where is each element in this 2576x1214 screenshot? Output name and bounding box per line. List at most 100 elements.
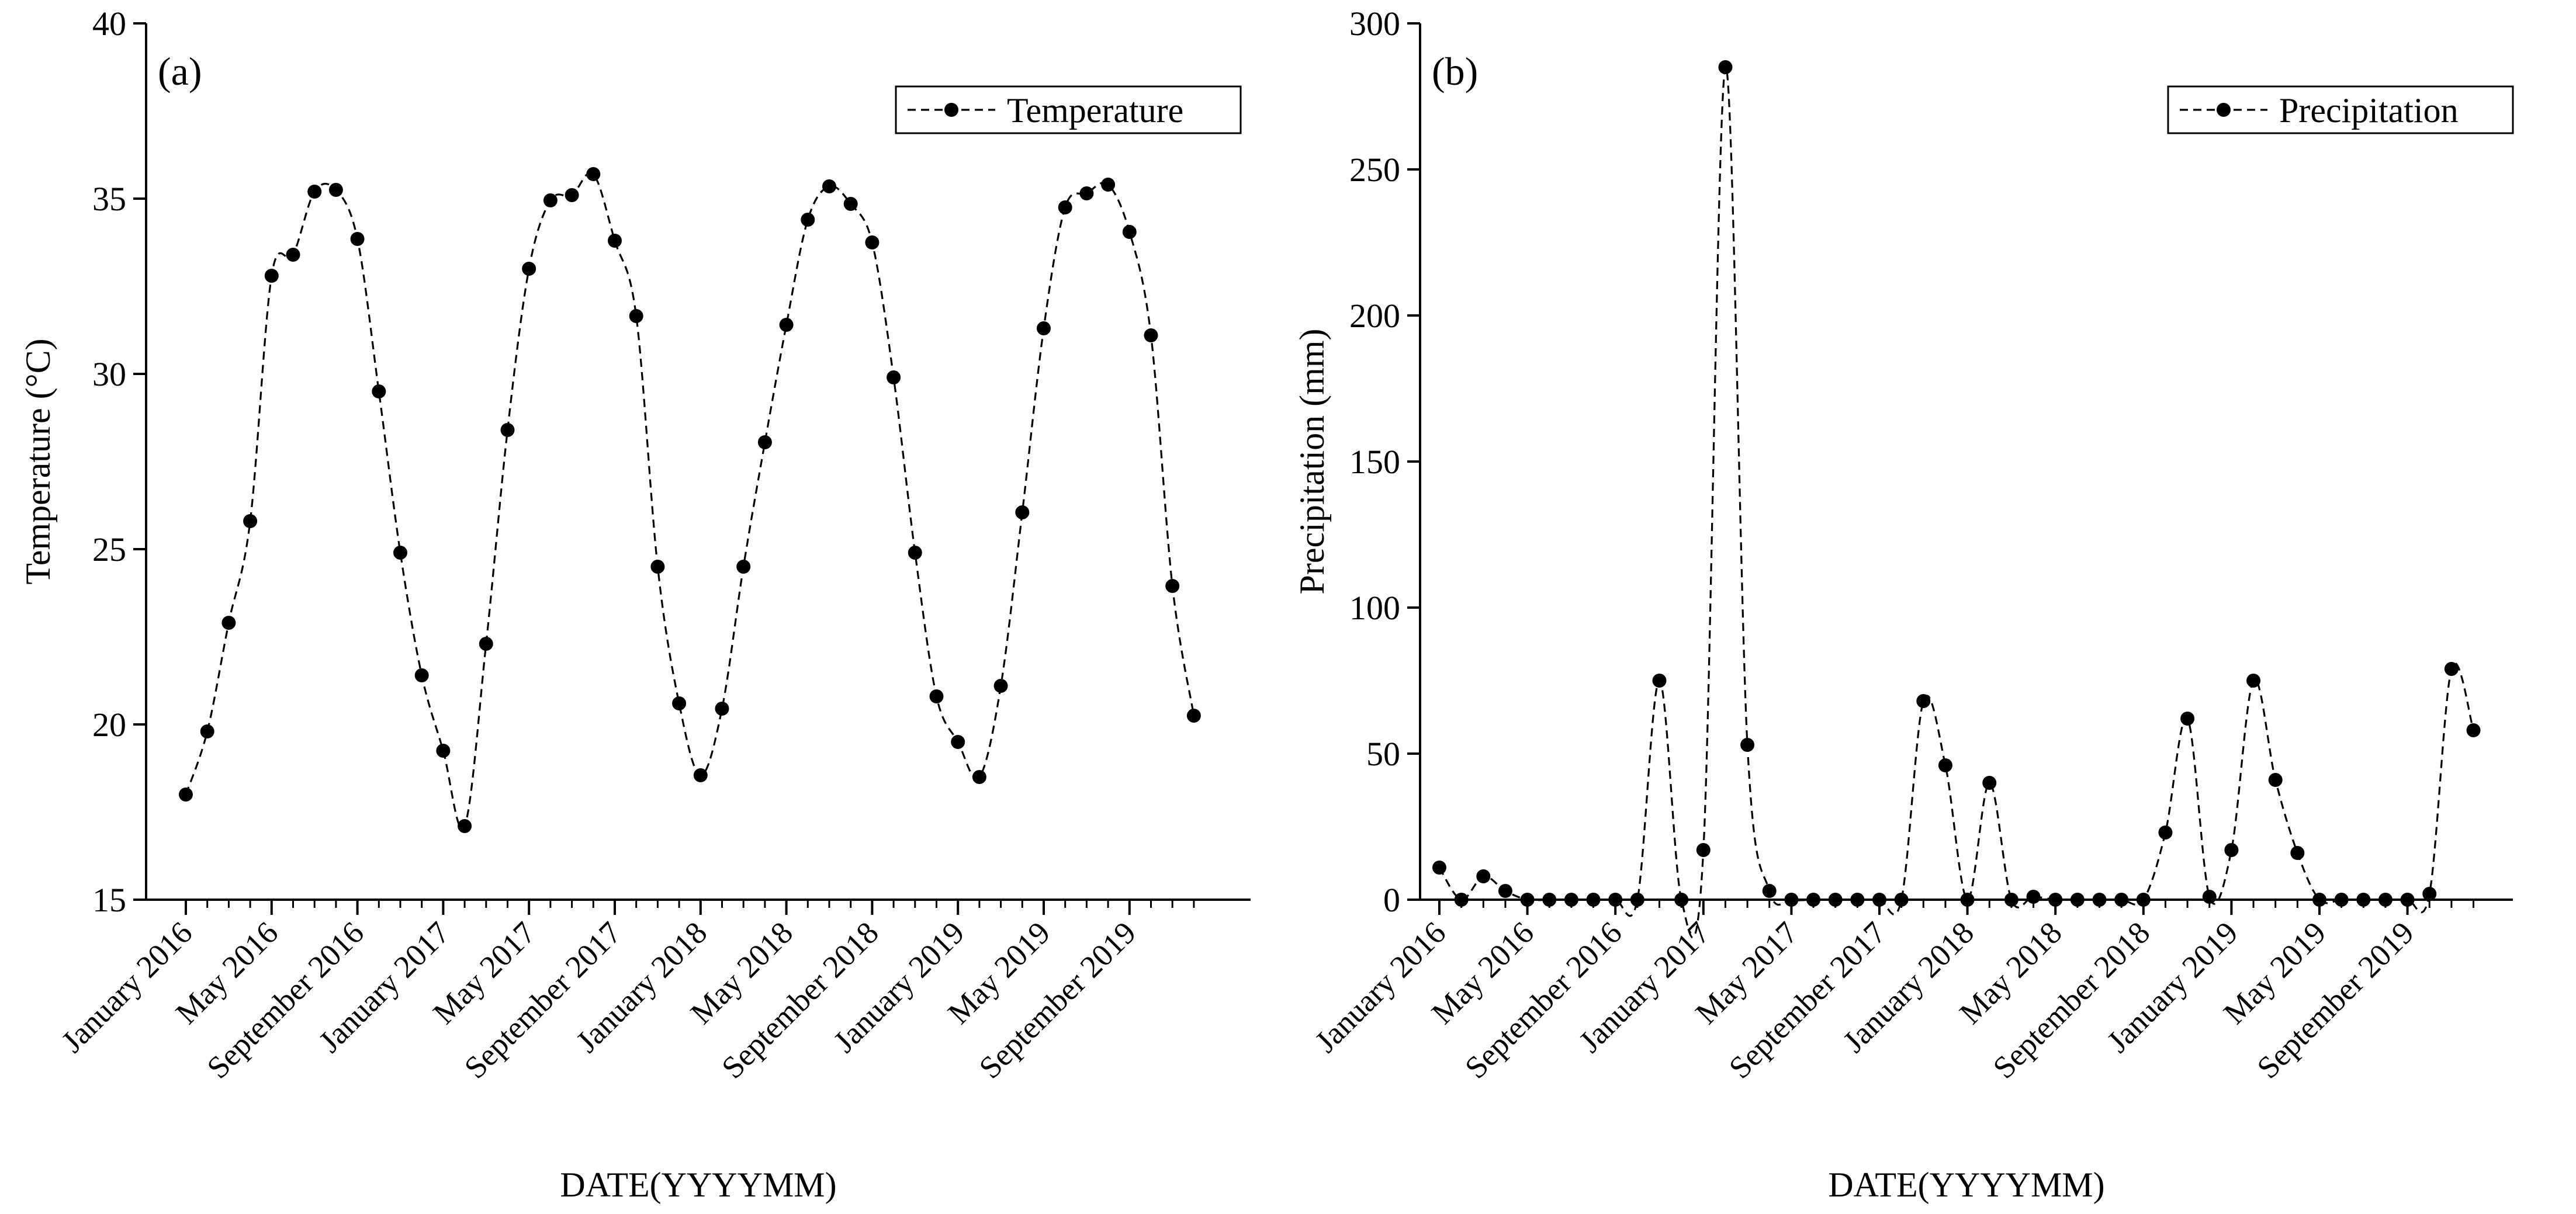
data-point <box>1122 225 1137 239</box>
legend-marker <box>944 103 958 117</box>
data-point <box>1938 758 1952 772</box>
x-tick-label: September 2016 <box>1458 915 1629 1085</box>
data-point <box>328 183 343 197</box>
data-point <box>286 248 300 262</box>
data-point <box>2136 893 2151 907</box>
data-point <box>436 744 451 758</box>
y-tick-label: 150 <box>1349 443 1400 481</box>
data-point <box>801 213 815 227</box>
data-point <box>608 234 622 248</box>
data-point <box>1762 884 1777 898</box>
data-point <box>2048 893 2063 907</box>
data-point <box>243 514 258 528</box>
data-point <box>1144 328 1158 342</box>
data-point <box>1037 321 1051 335</box>
data-point <box>951 735 965 749</box>
y-tick-label: 20 <box>92 706 126 744</box>
data-point <box>179 788 193 802</box>
x-tick-label: September 2017 <box>1722 915 1893 1085</box>
data-point <box>865 235 880 249</box>
data-point <box>650 560 665 574</box>
y-tick-label: 200 <box>1349 297 1400 335</box>
data-point <box>1079 186 1094 200</box>
data-point <box>1630 893 1644 907</box>
panel-label: (a) <box>158 49 202 93</box>
data-point <box>2180 712 2195 726</box>
data-point <box>543 193 558 207</box>
x-tick-label: September 2017 <box>458 915 628 1085</box>
data-point <box>908 546 922 560</box>
data-point <box>779 318 794 332</box>
data-point <box>350 232 365 246</box>
data-point <box>2004 893 2018 907</box>
data-point <box>1828 893 1843 907</box>
data-point <box>1165 579 1180 593</box>
data-point <box>1498 884 1512 898</box>
data-point <box>1454 893 1469 907</box>
y-axis-title: Temperature (°C) <box>19 338 57 584</box>
data-point <box>822 179 836 193</box>
data-point <box>1850 893 1865 907</box>
data-point <box>1740 738 1755 752</box>
data-point <box>200 724 214 738</box>
y-tick-label: 35 <box>92 180 126 218</box>
data-point <box>929 689 944 703</box>
data-point <box>1652 674 1667 688</box>
data-point <box>458 819 472 833</box>
data-point <box>393 546 407 560</box>
x-tick-label: September 2018 <box>1986 915 2157 1085</box>
data-point <box>2356 893 2371 907</box>
series-line <box>1438 66 2475 939</box>
data-point <box>1432 861 1446 875</box>
y-tick-label: 250 <box>1349 151 1400 189</box>
data-point <box>1784 893 1799 907</box>
data-point <box>221 616 236 630</box>
y-tick-label: 300 <box>1349 5 1400 43</box>
legend-label: Precipitation <box>2279 91 2459 130</box>
data-point <box>372 384 386 398</box>
data-point <box>1058 200 1072 214</box>
y-tick-label: 0 <box>1383 881 1400 919</box>
data-point <box>1894 893 1909 907</box>
data-point <box>1696 843 1711 857</box>
data-point <box>1718 60 1733 74</box>
y-tick-label: 100 <box>1349 589 1400 627</box>
data-point <box>2114 893 2129 907</box>
data-point <box>887 370 901 384</box>
data-point <box>2202 890 2217 904</box>
data-point <box>715 702 729 716</box>
x-axis-title: DATE(YYYYMM) <box>1828 1166 2104 1204</box>
data-point <box>2158 825 2173 840</box>
y-axis-title: Precipitation (mm) <box>1293 329 1331 595</box>
data-point <box>629 309 643 323</box>
data-point <box>993 679 1008 693</box>
data-point <box>565 188 579 202</box>
data-point <box>522 262 536 276</box>
y-tick-label: 50 <box>1366 735 1400 773</box>
data-point <box>414 668 429 682</box>
x-tick-label: September 2019 <box>972 915 1143 1085</box>
data-point <box>2444 662 2459 676</box>
y-tick-label: 25 <box>92 530 126 568</box>
legend-marker <box>2217 103 2231 117</box>
data-point <box>1476 869 1491 883</box>
data-point <box>2026 890 2041 904</box>
data-point <box>2268 773 2283 787</box>
x-tick-label: January 2016 <box>1308 915 1452 1059</box>
data-point <box>2466 723 2481 737</box>
data-point <box>1982 776 1997 790</box>
data-point <box>672 696 687 710</box>
y-tick-label: 30 <box>92 355 126 393</box>
data-point <box>2378 893 2393 907</box>
data-point <box>736 560 751 574</box>
data-point <box>2070 893 2085 907</box>
data-point <box>500 423 515 437</box>
data-point <box>2224 843 2239 857</box>
data-point <box>757 435 772 449</box>
data-point <box>972 770 986 784</box>
data-point <box>1674 893 1689 907</box>
data-point <box>1101 178 1116 192</box>
data-point <box>307 185 322 199</box>
